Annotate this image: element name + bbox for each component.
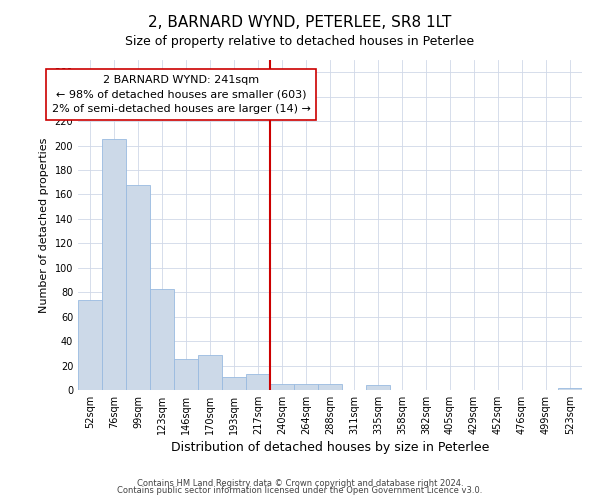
Bar: [222, 376, 246, 390]
Y-axis label: Number of detached properties: Number of detached properties: [39, 138, 49, 312]
Bar: [126, 184, 150, 390]
Text: 2 BARNARD WYND: 241sqm
← 98% of detached houses are smaller (603)
2% of semi-det: 2 BARNARD WYND: 241sqm ← 98% of detached…: [52, 74, 311, 114]
Text: Size of property relative to detached houses in Peterlee: Size of property relative to detached ho…: [125, 35, 475, 48]
Bar: [198, 354, 222, 390]
Bar: [150, 288, 174, 390]
Bar: [78, 300, 102, 390]
Text: Contains public sector information licensed under the Open Government Licence v3: Contains public sector information licen…: [118, 486, 482, 495]
Bar: [318, 384, 342, 390]
Text: Contains HM Land Registry data © Crown copyright and database right 2024.: Contains HM Land Registry data © Crown c…: [137, 478, 463, 488]
Bar: [270, 384, 294, 390]
Bar: [174, 360, 198, 390]
Bar: [102, 140, 126, 390]
Text: 2, BARNARD WYND, PETERLEE, SR8 1LT: 2, BARNARD WYND, PETERLEE, SR8 1LT: [148, 15, 452, 30]
Bar: [246, 374, 270, 390]
X-axis label: Distribution of detached houses by size in Peterlee: Distribution of detached houses by size …: [171, 441, 489, 454]
Bar: [558, 388, 582, 390]
Bar: [294, 384, 318, 390]
Bar: [366, 385, 390, 390]
